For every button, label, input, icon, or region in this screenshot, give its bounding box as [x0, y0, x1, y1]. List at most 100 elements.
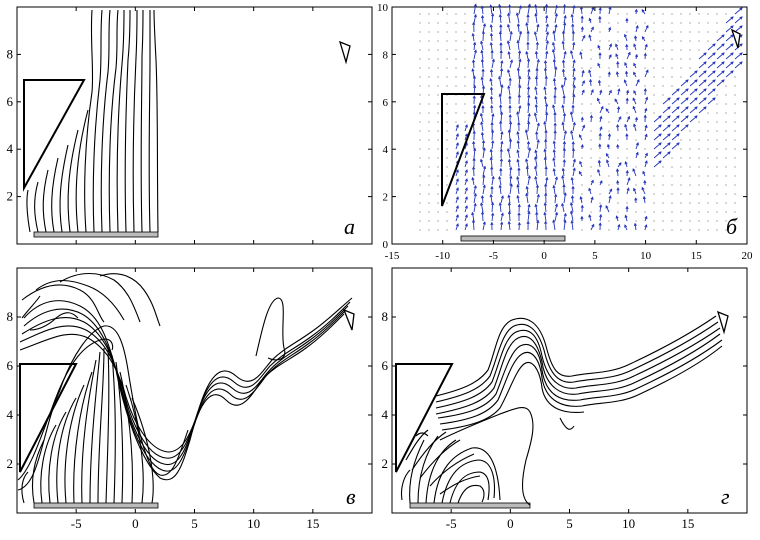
vector-arrowhead [545, 40, 549, 44]
vector-arrowhead [491, 58, 495, 62]
vector-arrowhead [534, 156, 538, 160]
vector-arrowhead [590, 89, 594, 93]
vector-arrow [472, 60, 475, 69]
vector-arrow [671, 142, 680, 150]
vector-dot [437, 193, 439, 195]
vector-dot [446, 157, 448, 159]
vector-arrowhead [560, 84, 564, 88]
vector-arrow [517, 150, 520, 159]
vector-arrow [464, 160, 468, 168]
vector-arrow [572, 60, 575, 69]
vector-arrowhead [580, 204, 584, 209]
x-tick-label: 10 [622, 516, 635, 531]
vector-arrow [698, 61, 707, 69]
vector-dot [437, 103, 439, 105]
vector-arrowhead [608, 195, 612, 199]
vector-arrowhead [480, 40, 484, 44]
vector-arrowhead [455, 151, 459, 155]
vector-dot [446, 166, 448, 168]
vector-arrowhead [526, 220, 530, 225]
vector-arrowhead [562, 112, 567, 117]
vector-arrowhead [598, 52, 602, 56]
vector-arrowhead [582, 80, 585, 84]
vector-arrowhead [479, 158, 484, 163]
vector-dot [680, 193, 682, 195]
vector-dot [437, 94, 439, 96]
vector-arrowhead [498, 175, 502, 180]
vector-dot [644, 85, 646, 87]
y-tick-label: 6 [382, 358, 389, 373]
vector-arrowhead [739, 16, 743, 20]
vector-arrow [572, 94, 575, 105]
vector-arrow [606, 159, 610, 168]
vector-arrow [480, 122, 484, 132]
vector-dot [680, 220, 682, 222]
vector-arrowhead [518, 50, 522, 54]
vector-arrowhead [598, 222, 602, 226]
vector-dot [671, 184, 673, 186]
vector-arrowhead [518, 104, 522, 109]
vector-arrowhead [524, 129, 528, 133]
vector-arrowhead [590, 179, 594, 183]
vector-arrowhead [490, 185, 494, 190]
vector-arrow [725, 16, 734, 24]
vector-arrowhead [658, 160, 662, 164]
vector-arrowhead [500, 130, 504, 135]
vector-dot [689, 193, 691, 195]
vector-dot [617, 157, 619, 159]
vector-dot [698, 148, 700, 150]
vector-arrowhead [482, 184, 486, 188]
vector-arrow [608, 7, 611, 15]
vector-arrow [644, 25, 649, 33]
vector-dot [671, 76, 673, 78]
vector-arrowhead [685, 97, 689, 101]
vector-dot [707, 40, 709, 42]
vector-arrowhead [543, 120, 547, 125]
vector-arrow [716, 61, 725, 69]
vector-arrow [508, 51, 511, 60]
vector-arrowhead [609, 43, 613, 47]
vector-arrowhead [507, 202, 511, 206]
vector-arrowhead [516, 130, 520, 135]
vector-arrow [698, 106, 707, 114]
vector-arrow [626, 188, 630, 195]
vector-arrow [544, 60, 547, 69]
vector-dot [419, 58, 421, 60]
vector-arrow [509, 139, 512, 150]
vector-arrow [553, 220, 556, 231]
vector-arrowhead [554, 203, 559, 207]
vector-dot [662, 202, 664, 204]
vector-dot [446, 31, 448, 33]
vector-arrow [707, 70, 716, 78]
vector-dot [680, 211, 682, 213]
vector-arrowhead [554, 211, 559, 216]
vector-arrow [544, 87, 547, 96]
panel-g-label: г [721, 484, 730, 509]
vector-dot [446, 139, 448, 141]
vector-arrowhead [507, 85, 511, 89]
vector-arrowhead [500, 195, 504, 199]
panel-b-vector-field [419, 3, 743, 231]
vector-dot [419, 229, 421, 231]
vector-arrowhead [571, 104, 575, 108]
vector-dot [617, 202, 619, 204]
vector-arrowhead [552, 219, 556, 223]
vector-dot [419, 220, 421, 222]
vector-arrowhead [563, 130, 567, 134]
vector-dot [671, 229, 673, 231]
vector-arrowhead [667, 97, 671, 101]
vector-dot [707, 166, 709, 168]
vector-arrow [508, 130, 511, 141]
vector-dot [734, 85, 736, 87]
vector-arrow [653, 115, 662, 123]
vector-arrowhead [625, 17, 629, 22]
vector-dot [698, 139, 700, 141]
vector-arrow [707, 43, 716, 51]
vector-arrowhead [508, 4, 512, 8]
vector-dot [437, 58, 439, 60]
vector-arrow [572, 148, 574, 159]
vector-arrowhead [534, 50, 539, 55]
vector-dot [590, 175, 592, 177]
vector-arrow [536, 220, 539, 231]
vector-arrowhead [554, 4, 558, 9]
